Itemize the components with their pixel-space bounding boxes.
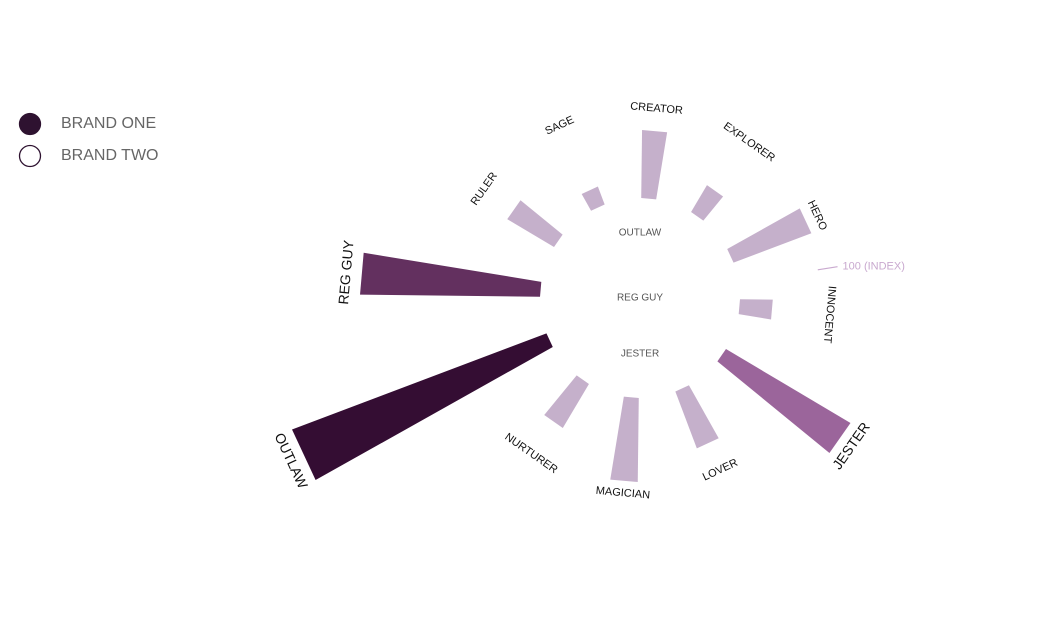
bar xyxy=(292,333,553,481)
bar xyxy=(641,130,668,200)
bar xyxy=(691,185,724,221)
center-label: JESTER xyxy=(621,349,659,360)
bar xyxy=(738,299,773,320)
bar xyxy=(727,208,812,263)
category-label: NURTURER xyxy=(502,431,559,476)
bar xyxy=(717,349,851,454)
center-label: REG GUY xyxy=(617,293,663,304)
bar xyxy=(581,186,605,211)
bar xyxy=(610,396,639,482)
legend-label[interactable]: BRAND ONE xyxy=(61,115,156,132)
bar xyxy=(675,385,719,449)
reference-label: 100 (INDEX) xyxy=(843,261,905,273)
reference-line xyxy=(817,266,838,271)
legend-label[interactable]: BRAND TWO xyxy=(61,147,158,164)
center-label: OUTLAW xyxy=(619,228,662,239)
category-label: EXPLORER xyxy=(721,120,777,164)
category-label: RULER xyxy=(469,170,500,207)
category-label: LOVER xyxy=(701,457,740,484)
legend-swatch[interactable] xyxy=(18,144,42,168)
legend-swatch[interactable] xyxy=(18,112,42,136)
bar xyxy=(544,375,589,429)
category-label: MAGICIAN xyxy=(595,485,650,502)
category-label: REG GUY xyxy=(335,239,357,305)
category-label: INNOCENT xyxy=(821,285,838,344)
bar xyxy=(507,200,563,247)
bar xyxy=(360,252,542,297)
category-label: SAGE xyxy=(543,114,576,138)
category-label: CREATOR xyxy=(630,100,684,117)
